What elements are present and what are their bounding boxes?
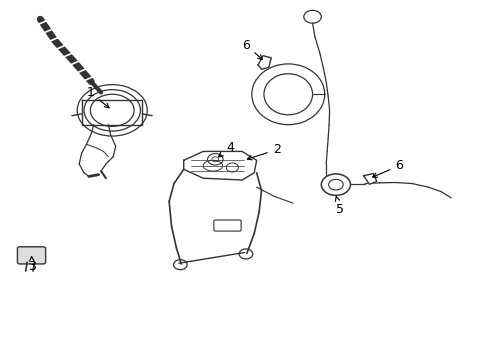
FancyBboxPatch shape (213, 220, 241, 231)
Text: 5: 5 (335, 197, 343, 216)
FancyBboxPatch shape (18, 247, 45, 264)
Text: 6: 6 (242, 39, 262, 59)
Text: 3: 3 (28, 257, 36, 273)
Polygon shape (258, 56, 271, 69)
Text: 1: 1 (86, 86, 109, 108)
Text: 2: 2 (247, 143, 280, 160)
Text: 6: 6 (372, 159, 402, 177)
Text: 4: 4 (218, 141, 233, 157)
Polygon shape (363, 174, 376, 184)
